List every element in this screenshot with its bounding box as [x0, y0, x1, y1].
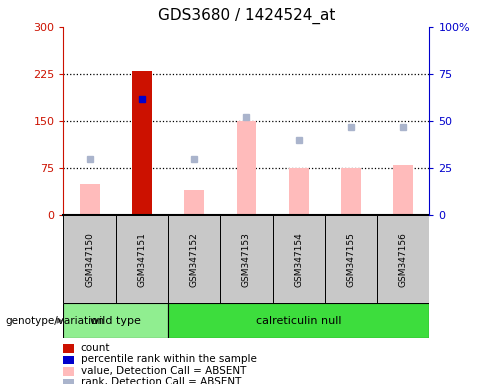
Title: GDS3680 / 1424524_at: GDS3680 / 1424524_at: [158, 8, 335, 24]
Bar: [63, 215, 116, 303]
Bar: [116, 215, 168, 303]
Bar: [132, 71, 152, 215]
Bar: [63, 303, 168, 338]
Bar: [377, 215, 429, 303]
Bar: [168, 215, 220, 303]
Text: GSM347154: GSM347154: [294, 232, 303, 286]
Text: GSM347153: GSM347153: [242, 232, 251, 286]
Text: value, Detection Call = ABSENT: value, Detection Call = ABSENT: [81, 366, 246, 376]
Text: GSM347155: GSM347155: [346, 232, 356, 286]
Text: GSM347150: GSM347150: [85, 232, 94, 286]
Bar: [220, 215, 273, 303]
Text: count: count: [81, 343, 110, 353]
Bar: [273, 215, 325, 303]
Bar: [341, 168, 361, 215]
Bar: [184, 190, 204, 215]
Bar: [289, 168, 308, 215]
Text: GSM347156: GSM347156: [399, 232, 408, 286]
Bar: [168, 303, 429, 338]
Text: calreticulin null: calreticulin null: [256, 316, 342, 326]
Bar: [325, 215, 377, 303]
Bar: [237, 121, 256, 215]
Text: wild type: wild type: [90, 316, 141, 326]
Bar: [80, 184, 100, 215]
Text: percentile rank within the sample: percentile rank within the sample: [81, 354, 256, 364]
Text: GSM347152: GSM347152: [190, 232, 199, 286]
Text: genotype/variation: genotype/variation: [5, 316, 104, 326]
Text: rank, Detection Call = ABSENT: rank, Detection Call = ABSENT: [81, 377, 241, 384]
Text: GSM347151: GSM347151: [137, 232, 146, 286]
Bar: [393, 165, 413, 215]
